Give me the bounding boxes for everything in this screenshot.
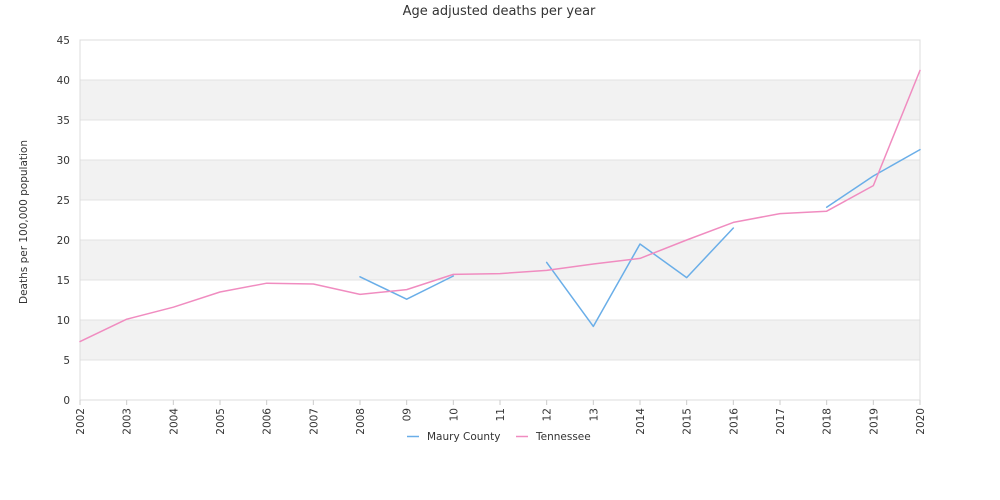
x-tick-label: 2007: [308, 408, 320, 435]
x-tick-label: 09: [402, 408, 414, 421]
x-axis-ticks: 2002 2003 2004 2005 2006 2007 2008 09 10 11 12 13 20…: [75, 400, 927, 435]
x-tick-label: 2008: [355, 408, 367, 435]
x-tick-label: 11: [495, 408, 507, 421]
grid-band: [80, 40, 920, 80]
y-tick-label: 0: [63, 395, 70, 407]
y-tick-label: 15: [57, 275, 70, 287]
y-tick-label: 10: [57, 315, 70, 327]
legend-item-maury-county[interactable]: Maury County: [407, 431, 500, 443]
grid-band: [80, 200, 920, 240]
x-tick-label: 10: [448, 408, 460, 421]
series-lines: [79, 69, 921, 343]
y-tick-label: 5: [63, 355, 70, 367]
x-tick-label: 2014: [635, 408, 647, 435]
series-line-maury-county[interactable]: [359, 148, 921, 328]
x-tick-label: 2020: [915, 408, 927, 435]
series-line-tennessee[interactable]: [79, 69, 921, 343]
grid-band: [80, 280, 920, 320]
x-tick-label: 2004: [168, 408, 180, 435]
x-tick-label: 2016: [728, 408, 740, 435]
chart-title: Age adjusted deaths per year: [403, 4, 596, 19]
y-tick-label: 20: [57, 235, 70, 247]
x-tick-label: 2005: [215, 408, 227, 435]
background-bands: [80, 40, 920, 400]
grid-band: [80, 80, 920, 120]
x-tick-label: 2019: [868, 408, 880, 435]
legend: Maury County Tennessee: [407, 431, 591, 443]
x-tick-label: 13: [588, 408, 600, 421]
x-tick-label: 2002: [75, 408, 87, 435]
y-tick-label: 30: [57, 155, 70, 167]
grid-band: [80, 160, 920, 200]
x-tick-label: 2003: [122, 408, 134, 435]
y-axis-ticks: 0 5 10 15 20 25 30 35 40 45: [57, 35, 70, 407]
legend-label-tennessee: Tennessee: [535, 431, 591, 443]
y-tick-label: 45: [57, 35, 70, 47]
x-tick-label: 2018: [822, 408, 834, 435]
x-tick-label: 2017: [775, 408, 787, 435]
y-axis-label: Deaths per 100,000 population: [18, 140, 30, 304]
x-tick-label: 2015: [682, 408, 694, 435]
grid-band: [80, 320, 920, 360]
x-tick-label: 12: [542, 408, 554, 421]
y-tick-label: 35: [57, 115, 70, 127]
legend-item-tennessee[interactable]: Tennessee: [516, 431, 591, 443]
grid-band: [80, 360, 920, 400]
y-tick-label: 40: [57, 75, 70, 87]
legend-label-maury-county: Maury County: [427, 431, 500, 443]
x-tick-label: 2006: [262, 408, 274, 435]
grid-band: [80, 120, 920, 160]
y-tick-label: 25: [57, 195, 70, 207]
